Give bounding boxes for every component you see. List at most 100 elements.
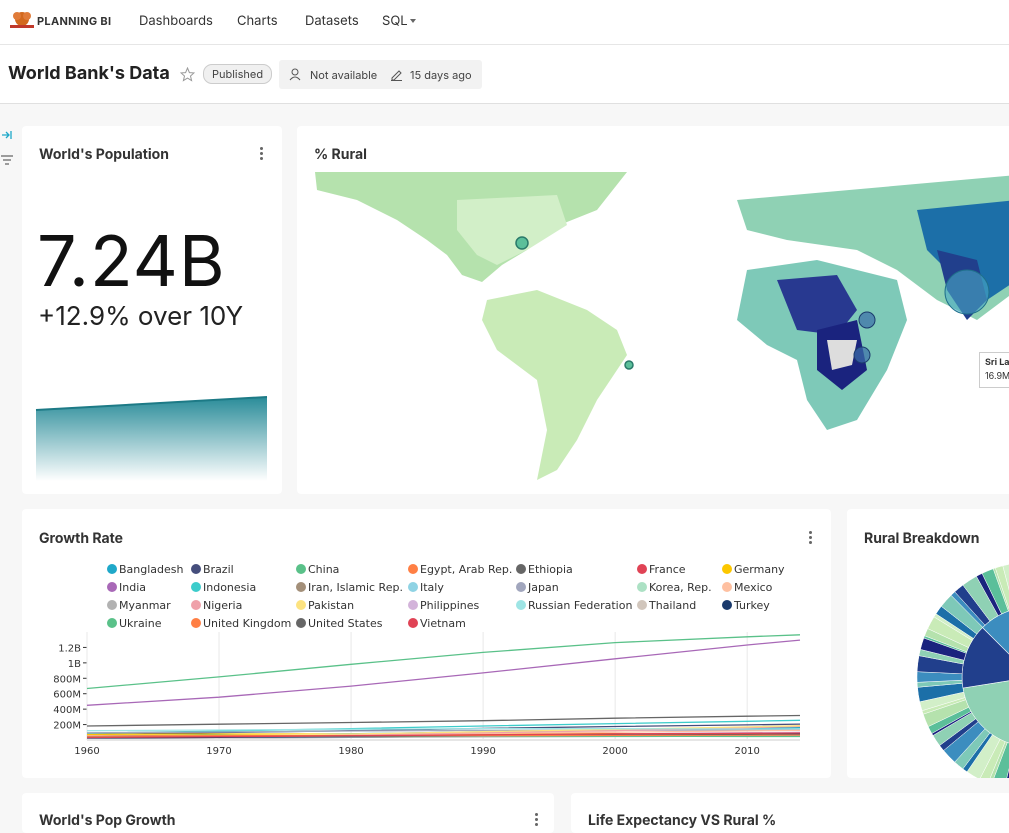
legend-swatch bbox=[516, 600, 526, 610]
legend-swatch bbox=[722, 600, 732, 610]
legend-swatch bbox=[107, 618, 117, 628]
legend-swatch bbox=[191, 600, 201, 610]
status-badge[interactable]: Published bbox=[203, 64, 272, 84]
legend-swatch bbox=[408, 564, 418, 574]
legend-label: Myanmar bbox=[119, 599, 171, 612]
card-menu[interactable] bbox=[260, 147, 263, 150]
top-nav: PLANNING BI Dashboards Charts Datasets S… bbox=[0, 0, 1009, 45]
series-line bbox=[87, 640, 800, 705]
map-card: % Rural Sri Lanka 16.9M bbox=[297, 126, 1009, 494]
legend-swatch bbox=[296, 564, 306, 574]
y-tick-label: 400M bbox=[53, 705, 81, 716]
y-tick-label: 800M bbox=[53, 674, 81, 685]
card-title: Life Expectancy VS Rural % bbox=[588, 812, 776, 829]
dashboard-header: World Bank's Data Published Not availabl… bbox=[0, 45, 1009, 104]
legend-swatch bbox=[408, 600, 418, 610]
legend-label: Pakistan bbox=[308, 599, 354, 612]
big-number: 7.24B bbox=[37, 218, 226, 303]
modified: 15 days ago bbox=[410, 68, 472, 82]
legend-label: Italy bbox=[420, 581, 444, 594]
filter-sidebar-toggle[interactable] bbox=[0, 128, 14, 170]
legend-label: Thailand bbox=[648, 599, 696, 612]
tooltip-value: 16.9M bbox=[985, 370, 1009, 384]
legend-label: Nigeria bbox=[203, 599, 242, 612]
legend-label: Egypt, Arab Rep. bbox=[420, 563, 512, 576]
legend-label: Mexico bbox=[734, 581, 773, 594]
x-tick-label: 1980 bbox=[338, 746, 363, 757]
legend-label: Indonesia bbox=[203, 581, 256, 594]
x-tick-label: 1990 bbox=[470, 746, 495, 757]
nav-link[interactable]: SQL bbox=[382, 13, 408, 29]
nav-link[interactable]: Charts bbox=[237, 13, 278, 29]
legend-label: Japan bbox=[527, 581, 559, 594]
x-tick-label: 2010 bbox=[734, 746, 759, 757]
sunburst-card: Rural Breakdown bbox=[847, 509, 1009, 778]
x-tick-label: 2000 bbox=[602, 746, 627, 757]
brand[interactable]: PLANNING BI bbox=[37, 14, 111, 28]
legend-swatch bbox=[191, 618, 201, 628]
legend-label: Philippines bbox=[420, 599, 480, 612]
legend-swatch bbox=[637, 564, 647, 574]
nav-link[interactable]: Dashboards bbox=[139, 13, 213, 29]
bar-chart-card: World's Pop Growth bbox=[22, 793, 554, 833]
legend-label: Germany bbox=[734, 563, 785, 576]
legend-swatch bbox=[107, 600, 117, 610]
legend-swatch bbox=[107, 582, 117, 592]
legend-label: Korea, Rep. bbox=[649, 581, 712, 594]
card-menu[interactable] bbox=[535, 813, 538, 816]
big-number-card: World's Population 7.24B +12.9% over 10Y bbox=[22, 126, 282, 494]
edit-icon bbox=[390, 68, 403, 81]
world-map bbox=[297, 170, 1009, 494]
big-number-subheader: +12.9% over 10Y bbox=[38, 301, 243, 332]
metadata-bar: Not available 15 days ago bbox=[279, 60, 482, 89]
legend-label: Iran, Islamic Rep. bbox=[308, 581, 403, 594]
legend-label: Turkey bbox=[733, 599, 770, 612]
legend-label: United Kingdom bbox=[203, 617, 291, 630]
legend-swatch bbox=[296, 600, 306, 610]
owner-icon bbox=[289, 68, 301, 81]
legend-swatch bbox=[637, 582, 647, 592]
y-tick-label: 600M bbox=[53, 690, 81, 701]
legend-label: Vietnam bbox=[420, 617, 466, 630]
legend-swatch bbox=[191, 582, 201, 592]
legend-swatch bbox=[296, 582, 306, 592]
legend-swatch bbox=[722, 564, 732, 574]
x-tick-label: 1960 bbox=[74, 746, 99, 757]
y-tick-label: 200M bbox=[53, 721, 81, 732]
y-tick-label: 1.2B bbox=[58, 643, 81, 654]
card-title: World's Pop Growth bbox=[39, 812, 175, 829]
series-line bbox=[87, 635, 800, 689]
dashboard-title[interactable]: World Bank's Data bbox=[8, 63, 170, 84]
trendline bbox=[22, 386, 282, 494]
legend-label: China bbox=[308, 563, 339, 576]
legend-swatch bbox=[516, 582, 526, 592]
legend-swatch bbox=[722, 582, 732, 592]
dropdown-caret[interactable] bbox=[410, 19, 416, 23]
legend-label: France bbox=[649, 563, 686, 576]
legend-swatch bbox=[408, 582, 418, 592]
legend-swatch bbox=[408, 618, 418, 628]
scatter-card: Life Expectancy VS Rural % bbox=[571, 793, 1009, 833]
legend-label: Bangladesh bbox=[119, 563, 184, 576]
x-tick-label: 1970 bbox=[206, 746, 231, 757]
logo bbox=[10, 10, 34, 32]
legend-swatch bbox=[637, 600, 647, 610]
legend-swatch bbox=[191, 564, 201, 574]
legend-label: United States bbox=[308, 617, 383, 630]
series-line bbox=[87, 716, 800, 727]
legend-label: Ethiopia bbox=[528, 563, 573, 576]
owner: Not available bbox=[310, 68, 377, 82]
map-tooltip: Sri Lanka 16.9M bbox=[979, 352, 1009, 388]
y-tick-label: 1B bbox=[68, 659, 81, 670]
legend-swatch bbox=[296, 618, 306, 628]
legend-swatch bbox=[516, 564, 526, 574]
legend-label: Brazil bbox=[203, 563, 234, 576]
card-title: World's Population bbox=[39, 146, 169, 163]
nav-link[interactable]: Datasets bbox=[305, 13, 359, 29]
favorite-star[interactable] bbox=[180, 67, 195, 82]
legend-label: Ukraine bbox=[119, 617, 162, 630]
legend-label: India bbox=[119, 581, 146, 594]
sunburst bbox=[847, 509, 1009, 778]
legend-swatch bbox=[107, 564, 117, 574]
